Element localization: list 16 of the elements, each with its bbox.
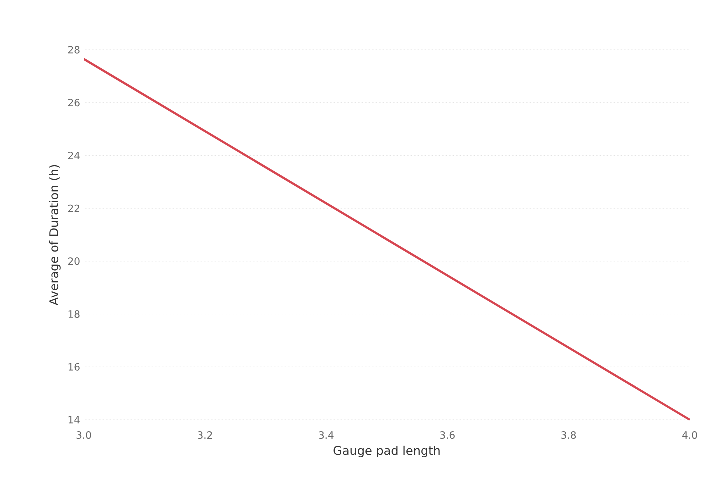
x-tick-label: 3.2 xyxy=(198,432,212,440)
y-tick-label: 22 xyxy=(68,204,80,212)
y-tick-label: 18 xyxy=(68,310,80,318)
y-tick-label: 14 xyxy=(68,416,80,424)
y-axis-title: Average of Duration (h) xyxy=(49,165,61,306)
y-tick-label: 26 xyxy=(68,99,80,107)
x-axis-title: Gauge pad length xyxy=(334,446,440,458)
x-tick-label: 3.0 xyxy=(76,432,92,440)
x-tick-label: 4.0 xyxy=(682,432,698,440)
x-tick-label: 3.4 xyxy=(319,432,334,440)
y-tick-label: 20 xyxy=(68,258,80,266)
y-tick-label: 16 xyxy=(68,363,80,371)
x-tick-label: 3.6 xyxy=(440,432,455,440)
x-tick-label: 3.8 xyxy=(562,432,576,440)
y-tick-label: 24 xyxy=(68,152,80,160)
y-tick-label: 28 xyxy=(68,46,80,54)
